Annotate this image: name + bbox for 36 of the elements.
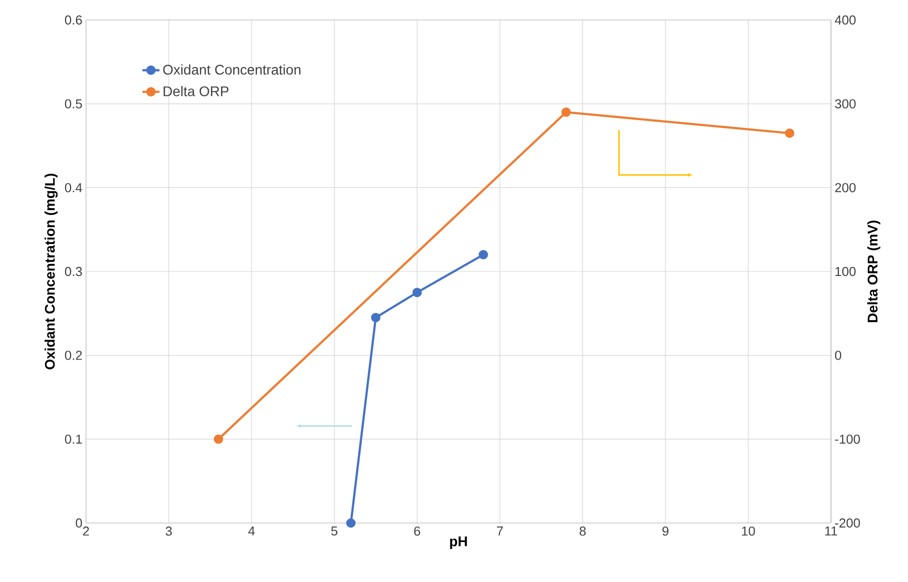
point bbox=[346, 518, 356, 528]
y-tick-label: 0.2 bbox=[64, 350, 82, 360]
x-tick-label: 11 bbox=[825, 526, 838, 536]
x-tick-label: 7 bbox=[496, 526, 503, 536]
y2-axis-title: Delta ORP (mV) bbox=[867, 220, 880, 322]
x-tick-label: 10 bbox=[742, 526, 755, 536]
y-tick-label: 0.4 bbox=[64, 183, 82, 192]
y2-tick-label: -200 bbox=[835, 518, 860, 528]
x-axis-title: pH bbox=[450, 536, 467, 550]
legend-label: Delta ORP bbox=[164, 86, 228, 96]
y2-tick-label: -100 bbox=[835, 434, 860, 444]
y2-tick-label: 400 bbox=[834, 15, 856, 25]
point bbox=[371, 312, 380, 322]
point bbox=[214, 434, 224, 444]
y-tick-label: 0.1 bbox=[64, 434, 82, 444]
x-tick-label: 5 bbox=[331, 526, 338, 536]
y2-tick-label: 100 bbox=[836, 266, 856, 276]
point bbox=[784, 128, 794, 138]
x-tick-label: 3 bbox=[166, 526, 172, 536]
point bbox=[412, 288, 422, 298]
x-tick-label: 4 bbox=[248, 526, 255, 536]
point bbox=[561, 108, 571, 117]
x-tick-label: 8 bbox=[580, 526, 586, 536]
y-tick-label: 0.6 bbox=[64, 15, 82, 25]
legend-label: Oxidant Concentration bbox=[163, 64, 300, 75]
y2-tick-label: 0 bbox=[835, 350, 842, 360]
x-tick-label: 9 bbox=[662, 526, 668, 536]
y-axis-title: Oxidant Concentration (mg/L) bbox=[44, 174, 58, 370]
y2-tick-label: 300 bbox=[835, 99, 856, 108]
y-tick-label: 0.5 bbox=[64, 99, 82, 108]
x-tick-label: 6 bbox=[414, 526, 420, 536]
x-tick-label: 2 bbox=[83, 526, 89, 536]
point bbox=[478, 250, 488, 260]
y-tick-label: 0 bbox=[76, 518, 82, 528]
y2-tick-label: 200 bbox=[835, 183, 856, 192]
y-tick-label: 0.3 bbox=[64, 266, 82, 276]
